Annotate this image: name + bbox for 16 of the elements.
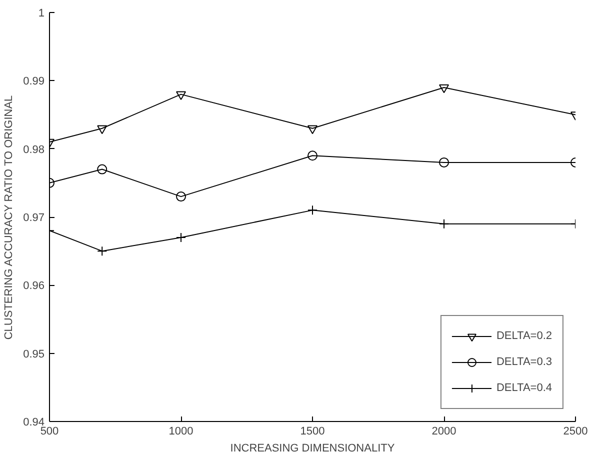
y-tick-label: 0.99 bbox=[23, 76, 45, 88]
x-tick-label: 500 bbox=[40, 426, 59, 438]
y-axis-title: CLUSTERING ACCURACY RATIO TO ORIGINAL bbox=[3, 95, 16, 340]
y-tick-label: 0.96 bbox=[23, 280, 45, 292]
legend-label: DELTA=0.4 bbox=[496, 382, 552, 394]
x-axis-title: INCREASING DIMENSIONALITY bbox=[230, 442, 396, 454]
y-tick-label: 0.98 bbox=[23, 144, 45, 156]
x-tick-label: 2000 bbox=[432, 426, 456, 438]
y-tick-label: 0.95 bbox=[23, 348, 45, 360]
x-tick-label: 1500 bbox=[300, 426, 325, 438]
x-tick-label: 2500 bbox=[563, 426, 588, 438]
y-tick-label: 1 bbox=[38, 8, 45, 20]
legend-label: DELTA=0.3 bbox=[496, 356, 552, 368]
x-tick-label: 1000 bbox=[168, 426, 194, 438]
legend-label: DELTA=0.2 bbox=[496, 330, 552, 342]
y-tick-label: 0.97 bbox=[23, 212, 45, 224]
